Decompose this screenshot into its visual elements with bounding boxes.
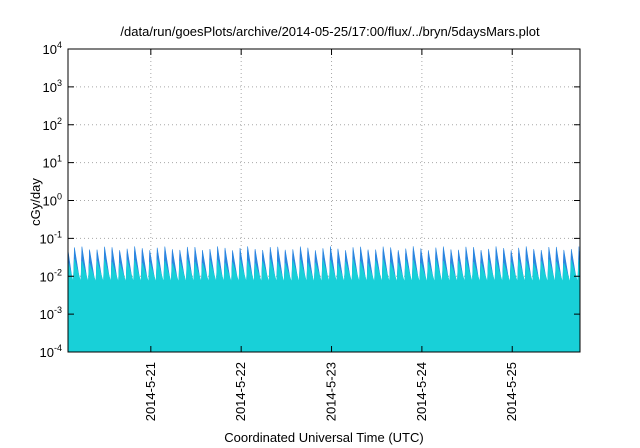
- x-tick-label: 2014-5-24: [414, 362, 429, 421]
- y-tick-label: 102: [43, 116, 62, 133]
- x-tick-label: 2014-5-21: [143, 362, 158, 421]
- y-tick-exponent: -4: [54, 343, 62, 353]
- y-tick-label: 10-2: [40, 267, 62, 284]
- y-tick-label: 103: [43, 78, 62, 95]
- plot-area: [68, 246, 580, 352]
- y-tick-exponent: 0: [57, 192, 62, 202]
- chart-title: /data/run/goesPlots/archive/2014-05-25/1…: [120, 24, 540, 39]
- y-tick-exponent: -3: [54, 305, 62, 315]
- x-axis: 2014-5-21 2014-5-22 2014-5-23 2014-5-24 2014…: [143, 49, 519, 421]
- y-tick-label: 100: [43, 192, 62, 209]
- y-tick-label: 10-3: [40, 305, 62, 322]
- y-tick-exponent: 1: [57, 154, 62, 164]
- y-tick-exponent: -1: [54, 229, 62, 239]
- y-tick-label: 10-4: [40, 343, 62, 360]
- y-tick-exponent: 3: [57, 78, 62, 88]
- x-tick-label: 2014-5-23: [324, 362, 339, 421]
- x-tick-label: 2014-5-22: [233, 362, 248, 421]
- y-tick-label: 101: [43, 154, 62, 171]
- y-tick-exponent: 4: [57, 40, 62, 50]
- y-axis-label: cGy/day: [28, 178, 43, 226]
- x-tick-label: 2014-5-25: [504, 362, 519, 421]
- y-tick-label: 104: [43, 40, 62, 57]
- series-area: [68, 259, 580, 352]
- y-tick-exponent: 2: [57, 116, 62, 126]
- x-axis-label: Coordinated Universal Time (UTC): [224, 430, 423, 445]
- y-tick-exponent: -2: [54, 267, 62, 277]
- y-tick-label: 10-1: [40, 229, 62, 246]
